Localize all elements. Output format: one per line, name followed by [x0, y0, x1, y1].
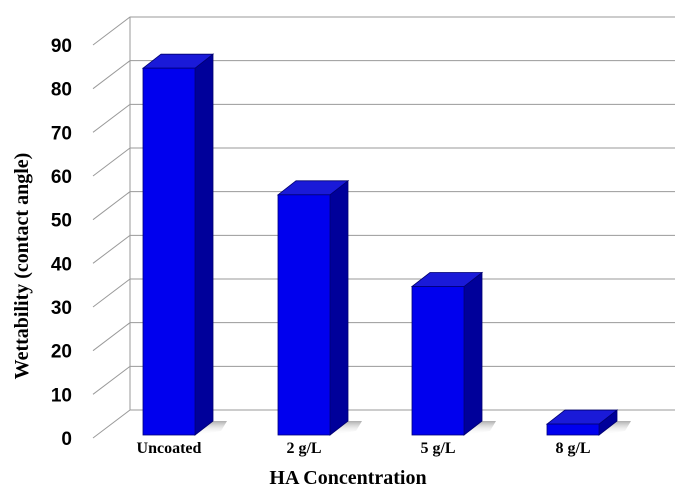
bars	[141, 53, 631, 436]
bar-front	[411, 286, 465, 436]
y-tick-labels: 0 10 20 30 40 50 60 70 80 90	[51, 36, 72, 450]
y-tick-label: 50	[51, 211, 72, 232]
x-axis-title: HA Concentration	[269, 467, 426, 489]
bar	[276, 180, 362, 436]
y-tick-label: 60	[51, 167, 72, 188]
x-tick-labels: Uncoated 2 g/L 5 g/L 8 g/L	[137, 440, 591, 457]
bar	[410, 271, 496, 436]
y-tick-label: 30	[51, 298, 72, 319]
bar-side	[463, 271, 483, 436]
bar-side	[194, 53, 214, 436]
bar	[545, 409, 631, 436]
y-tick-label: 80	[51, 80, 72, 101]
bar-front	[277, 194, 331, 436]
y-tick-label: 20	[51, 342, 72, 363]
x-tick-label: Uncoated	[137, 440, 202, 457]
y-tick-label: 10	[51, 385, 72, 406]
y-tick-label: 90	[51, 36, 72, 57]
bar-front	[546, 423, 600, 436]
bar-side	[329, 180, 349, 436]
bar-front	[142, 67, 196, 436]
y-tick-label: 70	[51, 123, 72, 144]
bar	[141, 53, 227, 436]
x-tick-label: 8 g/L	[555, 440, 590, 457]
gridlines	[92, 16, 675, 439]
y-tick-label: 0	[61, 429, 72, 450]
y-tick-label: 40	[51, 254, 72, 275]
x-tick-label: 5 g/L	[420, 440, 455, 457]
y-axis-title: Wettability (contact angle)	[11, 153, 33, 380]
x-tick-label: 2 g/L	[286, 440, 321, 457]
gridline	[92, 16, 675, 46]
